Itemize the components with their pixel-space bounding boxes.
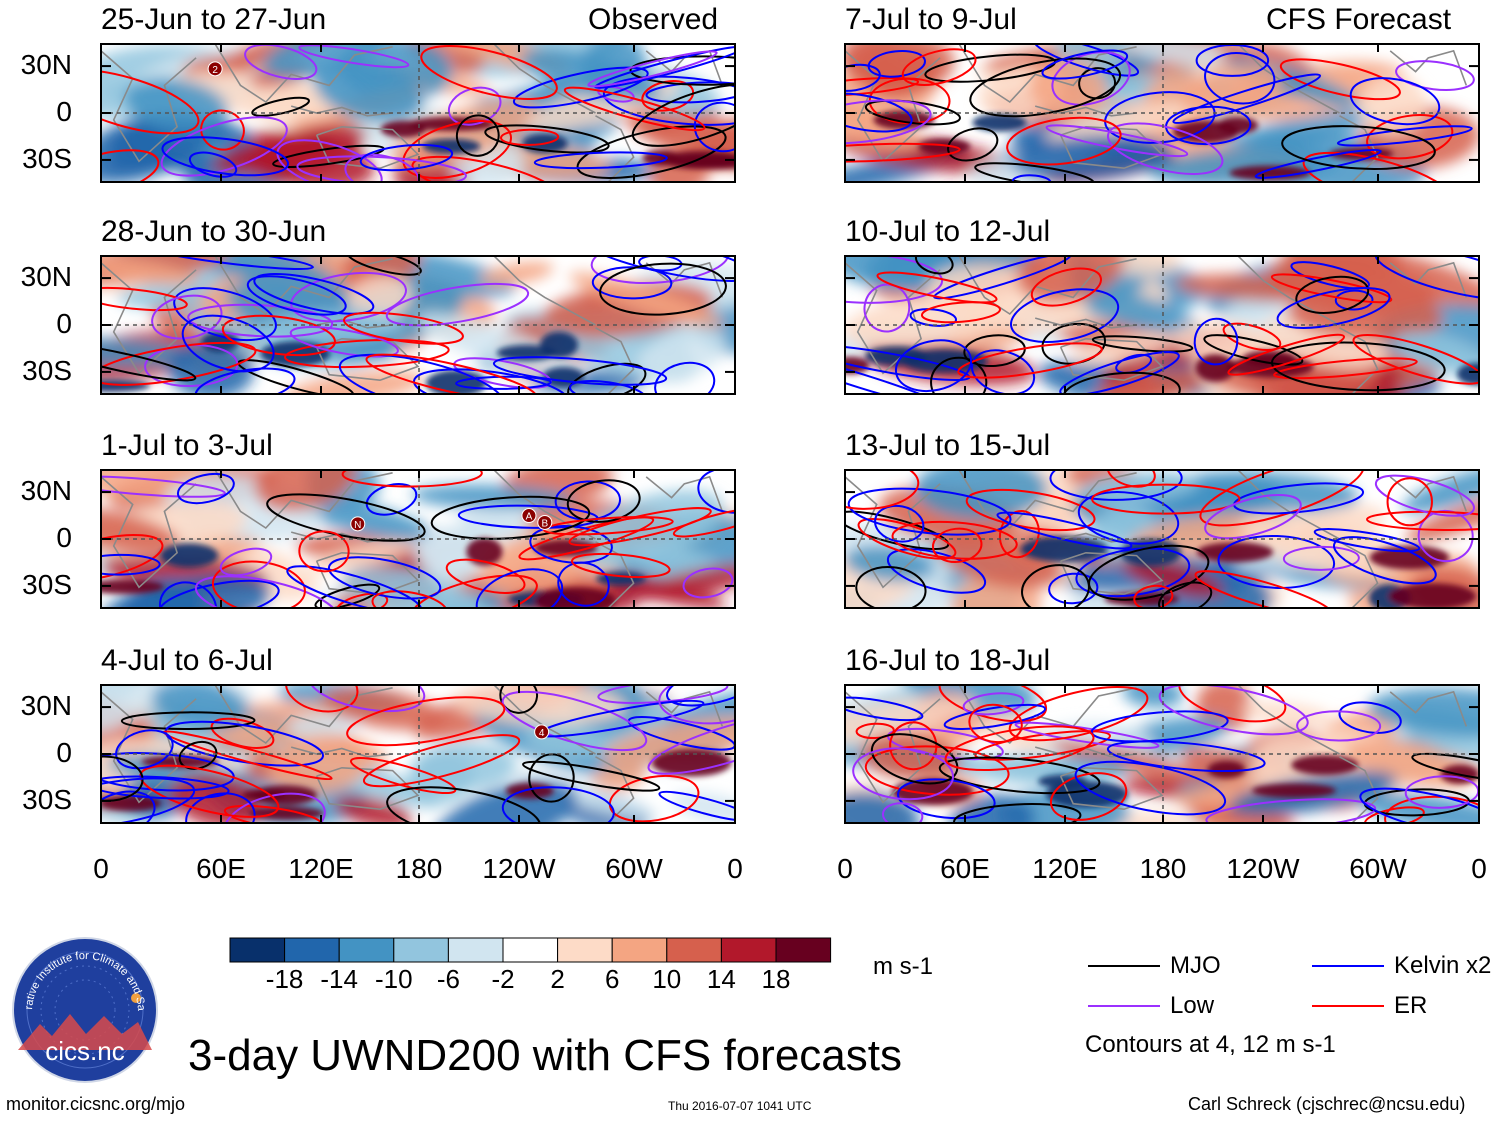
figure-title: 3-day UWND200 with CFS forecasts xyxy=(188,1031,902,1080)
footer-url[interactable]: monitor.cicsnc.org/mjo xyxy=(6,1094,186,1114)
storm-marker-label: 4 xyxy=(539,728,545,739)
panel-title: 1-Jul to 3-Jul xyxy=(101,429,273,462)
storm-marker-label: N xyxy=(354,520,361,531)
map-panel xyxy=(844,469,1480,609)
storm-marker: N xyxy=(350,516,366,532)
map-panel xyxy=(844,684,1480,824)
lon-tick-label: 0 xyxy=(93,853,109,884)
footer-timestamp: Thu 2016-07-07 1041 UTC xyxy=(668,1099,812,1113)
map-panel xyxy=(100,255,736,395)
lat-tick-label: 30S xyxy=(22,354,72,386)
storm-marker-label: B xyxy=(541,518,548,529)
lon-tick-label: 120W xyxy=(1226,853,1300,884)
colorbar-swatch xyxy=(447,937,504,963)
colorbar-units: m s-1 xyxy=(873,953,933,980)
colorbar-swatch xyxy=(502,937,559,963)
map-panel xyxy=(844,255,1480,395)
lon-tick-label: 120W xyxy=(482,853,556,884)
lon-tick-label: 180 xyxy=(395,853,443,884)
colorbar-tick-label: -18 xyxy=(265,964,304,994)
lon-tick-label: 0 xyxy=(727,853,743,884)
map-panel xyxy=(100,43,736,183)
lon-tick-label: 180 xyxy=(1139,853,1187,884)
storm-marker-label: A xyxy=(526,512,533,523)
lat-tick-label: 30S xyxy=(22,142,72,174)
legend-label: Kelvin x2 xyxy=(1394,952,1492,979)
colorbar-swatch xyxy=(720,937,777,963)
lat-tick-label: 30N xyxy=(20,690,72,722)
colorbar-swatch xyxy=(775,937,832,963)
colorbar-tick-label: -2 xyxy=(491,964,515,994)
lat-tick-label: 30N xyxy=(20,49,72,81)
colorbar-swatch xyxy=(611,937,668,963)
colorbar-tick-label: 2 xyxy=(550,964,565,994)
colorbar-swatch xyxy=(229,937,286,963)
legend-label: Low xyxy=(1170,992,1215,1019)
legend-label: ER xyxy=(1394,992,1428,1019)
lat-tick-label: 0 xyxy=(56,737,72,768)
lon-tick-label: 0 xyxy=(1471,853,1487,884)
colorbar-tick-label: 10 xyxy=(652,964,682,994)
colorbar xyxy=(229,937,832,963)
colorbar-swatch xyxy=(338,937,395,963)
colorbar-swatch xyxy=(393,937,449,963)
lat-tick-label: 30S xyxy=(22,783,72,815)
storm-marker: 2 xyxy=(207,61,223,77)
panel-title: 4-Jul to 6-Jul xyxy=(101,644,273,677)
storm-marker: B xyxy=(537,514,553,530)
colorbar-tick-label: 6 xyxy=(604,964,620,994)
colorbar-tick-label: -10 xyxy=(375,964,413,994)
colorbar-tick-label: 18 xyxy=(761,964,791,994)
panel-title: 10-Jul to 12-Jul xyxy=(845,215,1051,248)
map-panel xyxy=(844,43,1480,183)
storm-marker-label: 2 xyxy=(212,65,218,76)
map-panel xyxy=(100,469,736,609)
forecast-column-label: CFS Forecast xyxy=(1266,3,1452,36)
footer-credit: Carl Schreck (cjschrec@ncsu.edu) xyxy=(1188,1094,1466,1114)
lat-tick-label: 0 xyxy=(56,308,72,339)
lon-tick-label: 60E xyxy=(940,853,990,884)
panel-title: 13-Jul to 15-Jul xyxy=(845,429,1051,462)
contour-note: Contours at 4, 12 m s-1 xyxy=(1085,1031,1336,1058)
lat-tick-label: 30N xyxy=(20,475,72,507)
colorbar-tick-label: -14 xyxy=(320,964,358,994)
colorbar-swatch xyxy=(284,937,340,963)
panel-title: 28-Jun to 30-Jun xyxy=(101,215,327,248)
colorbar-swatch xyxy=(666,937,722,963)
storm-marker: A xyxy=(521,508,537,524)
lon-tick-label: 60E xyxy=(196,853,246,884)
legend-label: MJO xyxy=(1170,952,1221,979)
observed-column-label: Observed xyxy=(588,3,719,36)
lon-tick-label: 60W xyxy=(605,853,663,884)
lon-tick-label: 120E xyxy=(1032,853,1098,884)
colorbar-tick-label: 14 xyxy=(706,964,736,994)
lon-tick-label: 120E xyxy=(288,853,354,884)
lat-tick-label: 30N xyxy=(20,261,72,293)
lat-tick-label: 0 xyxy=(56,522,72,553)
lon-tick-label: 60W xyxy=(1349,853,1407,884)
lat-tick-label: 30S xyxy=(22,568,72,600)
lon-tick-label: 0 xyxy=(837,853,853,884)
panel-title: 7-Jul to 9-Jul xyxy=(845,3,1017,36)
panel-title: 16-Jul to 18-Jul xyxy=(845,644,1051,677)
storm-marker: 4 xyxy=(534,724,550,740)
lat-tick-label: 0 xyxy=(56,96,72,127)
panel-title: 25-Jun to 27-Jun xyxy=(101,3,327,36)
map-panel xyxy=(100,684,736,824)
logo-name: cics.nc xyxy=(45,1036,124,1066)
colorbar-tick-label: -6 xyxy=(436,964,460,994)
colorbar-swatch xyxy=(557,937,613,963)
legend xyxy=(1088,965,1384,1007)
